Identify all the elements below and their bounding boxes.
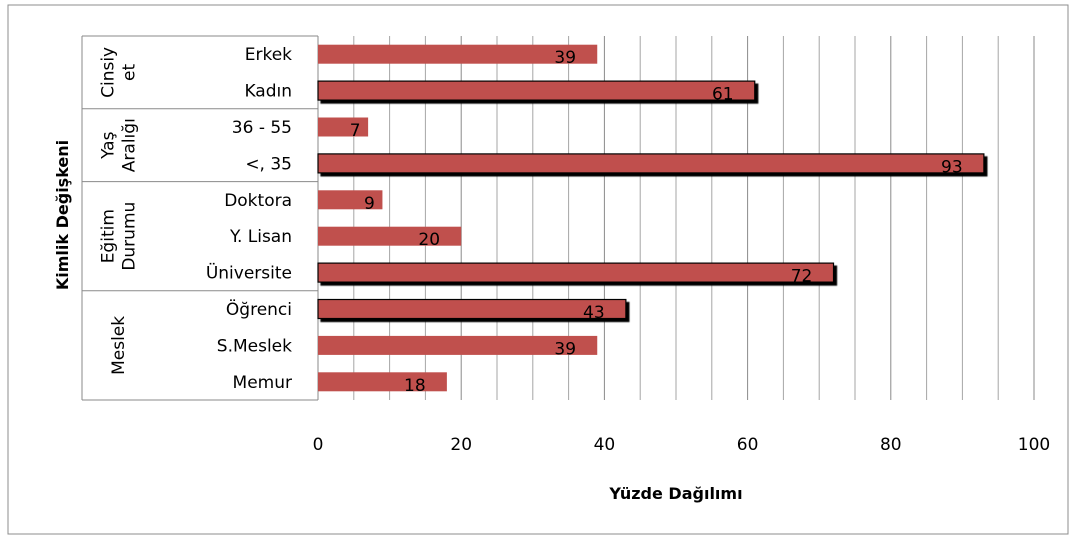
x-tick-label-0: 0 bbox=[313, 435, 324, 455]
bar-4 bbox=[318, 190, 383, 210]
bar-1 bbox=[317, 80, 756, 101]
x-tick-label-2: 40 bbox=[594, 435, 616, 455]
value-label-2: 7 bbox=[350, 121, 361, 141]
value-label-7: 43 bbox=[583, 303, 605, 323]
bar-7 bbox=[317, 298, 627, 320]
category-label-1: Kadın bbox=[244, 82, 292, 102]
x-tick-label-1: 20 bbox=[450, 435, 472, 455]
group-label-2: EğitimDurumu bbox=[99, 202, 140, 271]
category-label-6: Üniversite bbox=[206, 262, 292, 284]
value-label-9: 18 bbox=[404, 376, 426, 396]
y-axis-title: Kimlik Değişkeni bbox=[53, 140, 72, 290]
value-label-4: 9 bbox=[364, 194, 375, 214]
x-tick-label-5: 100 bbox=[1018, 435, 1050, 455]
group-label-line: Aralığı bbox=[120, 118, 140, 172]
value-label-8: 39 bbox=[554, 339, 576, 359]
bar-9 bbox=[318, 372, 447, 392]
value-label-3: 93 bbox=[941, 157, 963, 177]
group-label-line: Durumu bbox=[120, 202, 140, 271]
category-label-2: 36 - 55 bbox=[232, 118, 292, 138]
category-label-5: Y. Lisan bbox=[229, 227, 292, 247]
x-tick-label-4: 80 bbox=[880, 435, 902, 455]
group-label-3: Meslek bbox=[109, 316, 129, 375]
bar-6 bbox=[317, 262, 835, 283]
value-label-1: 61 bbox=[712, 85, 734, 105]
category-label-3: <, 35 bbox=[245, 154, 292, 174]
group-label-1: YaşAralığı bbox=[99, 118, 140, 172]
bar-2 bbox=[318, 117, 369, 137]
bar-8 bbox=[318, 335, 598, 355]
group-label-line: Yaş bbox=[99, 131, 119, 159]
category-label-4: Doktora bbox=[224, 191, 292, 211]
labels: Cinsiyet YaşAralığı EğitimDurumu Meslek Erke… bbox=[99, 45, 1051, 455]
group-label-line: et bbox=[120, 64, 140, 81]
category-label-7: Öğrenci bbox=[226, 298, 292, 320]
x-tick-label-3: 60 bbox=[737, 435, 759, 455]
x-axis-title: Yüzde Dağılımı bbox=[608, 484, 742, 503]
category-label-9: Memur bbox=[233, 373, 292, 393]
bars bbox=[317, 44, 985, 392]
bar-3 bbox=[317, 153, 985, 174]
value-label-5: 20 bbox=[418, 230, 440, 250]
bar-0 bbox=[318, 44, 598, 64]
group-label-line: Cinsiy bbox=[99, 47, 119, 98]
category-label-8: S.Meslek bbox=[217, 336, 292, 356]
value-label-0: 39 bbox=[554, 48, 576, 68]
group-label-0: Cinsiyet bbox=[99, 47, 140, 98]
value-label-6: 72 bbox=[791, 267, 813, 287]
group-label-line: Meslek bbox=[109, 316, 129, 375]
group-label-line: Eğitim bbox=[99, 209, 119, 263]
category-label-0: Erkek bbox=[245, 45, 292, 65]
bar-5 bbox=[318, 226, 462, 246]
